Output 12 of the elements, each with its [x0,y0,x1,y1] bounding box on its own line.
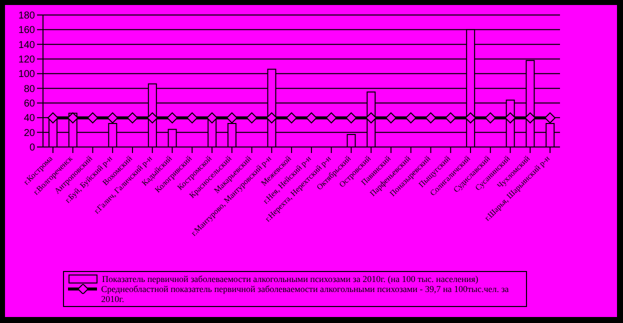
y-tick-label: 40 [24,113,36,124]
y-tick-label: 160 [18,25,36,36]
y-tick-label: 0 [29,142,36,154]
y-tick-label: 80 [24,84,36,95]
y-tick-label: 140 [18,40,36,51]
y-tick-label: 120 [18,54,36,66]
legend-label: Среднеобластной показатель первичной заболеваемости алкогольными психозами - 39,7 на 100тыс.чел. за 2010г. [101,284,510,304]
y-tick-label: 180 [18,10,36,22]
legend-label: Показатель первичной заболеваемости алкогольными психозами за 2010г. (на 100 тыс. населения) [102,274,478,284]
y-tick-label: 100 [18,69,36,80]
y-tick-label: 20 [24,128,36,139]
y-tick-label: 60 [24,98,36,110]
